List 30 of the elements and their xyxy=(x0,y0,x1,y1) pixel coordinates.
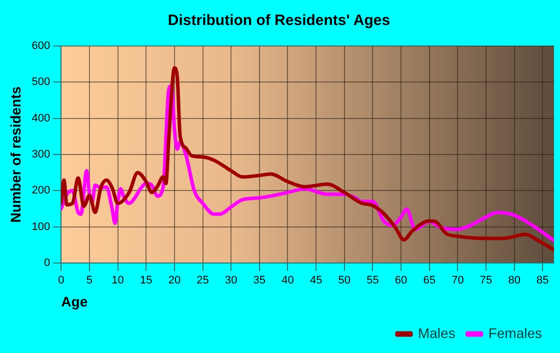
y-tick-label: 200 xyxy=(32,184,50,197)
x-tick-label: 30 xyxy=(224,274,238,287)
x-tick-label: 70 xyxy=(452,274,464,287)
x-tick-label: 50 xyxy=(338,274,351,287)
x-tick-label: 35 xyxy=(253,274,266,287)
y-tick-label: 400 xyxy=(32,112,50,124)
x-tick-label: 10 xyxy=(112,274,124,287)
legend-label: Females xyxy=(488,324,542,341)
x-axis-title: Age xyxy=(61,293,88,310)
x-tick-label: 60 xyxy=(394,274,408,287)
x-tick-label: 55 xyxy=(366,274,379,287)
x-tick-label: 65 xyxy=(423,274,436,287)
legend-label: Males xyxy=(418,324,456,341)
x-tick-label: 5 xyxy=(86,274,93,287)
y-tick-label: 100 xyxy=(32,220,50,233)
x-tick-label: 40 xyxy=(282,274,294,287)
x-tick-label: 25 xyxy=(196,274,209,287)
x-tick-label: 85 xyxy=(536,274,549,287)
x-tick-label: 45 xyxy=(310,274,322,287)
y-tick-label: 600 xyxy=(32,40,50,52)
x-tick-label: 0 xyxy=(58,274,64,287)
x-tick-label: 80 xyxy=(508,274,520,287)
y-axis-title: Number of residents xyxy=(7,86,24,223)
x-tick-label: 20 xyxy=(168,274,181,287)
x-tick-label: 15 xyxy=(140,274,152,287)
chart-title: Distribution of Residents' Ages xyxy=(168,12,390,30)
y-tick-label: 0 xyxy=(44,257,50,270)
y-tick-label: 300 xyxy=(32,148,50,161)
y-tick-label: 500 xyxy=(32,76,50,88)
x-tick-label: 75 xyxy=(480,274,492,287)
